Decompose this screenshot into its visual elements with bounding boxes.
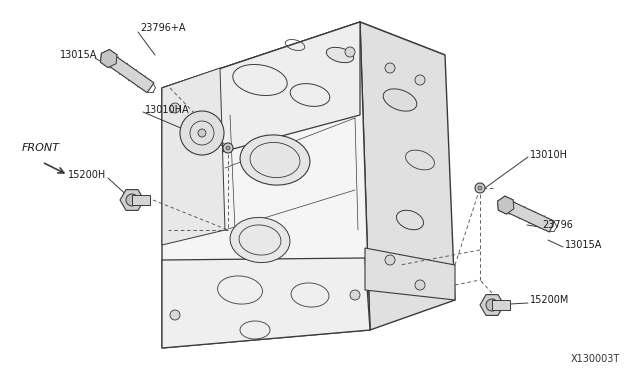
Text: 23796: 23796 — [542, 220, 573, 230]
Circle shape — [126, 194, 138, 206]
Circle shape — [170, 310, 180, 320]
Circle shape — [223, 143, 233, 153]
Text: 15200H: 15200H — [68, 170, 106, 180]
Polygon shape — [480, 295, 504, 315]
Polygon shape — [100, 49, 117, 67]
Circle shape — [385, 63, 395, 73]
Polygon shape — [365, 248, 455, 300]
Polygon shape — [102, 51, 154, 93]
Text: 13010HA: 13010HA — [145, 105, 189, 115]
Ellipse shape — [326, 47, 354, 62]
Polygon shape — [162, 22, 370, 348]
Text: FRONT: FRONT — [22, 143, 60, 153]
Circle shape — [385, 255, 395, 265]
Circle shape — [415, 280, 425, 290]
Circle shape — [478, 186, 482, 190]
Ellipse shape — [397, 210, 424, 230]
Circle shape — [345, 47, 355, 57]
Text: 13015A: 13015A — [565, 240, 602, 250]
Circle shape — [180, 111, 224, 155]
Polygon shape — [162, 258, 370, 348]
Polygon shape — [162, 22, 360, 168]
Text: 13015A: 13015A — [60, 50, 97, 60]
Ellipse shape — [383, 89, 417, 111]
Polygon shape — [162, 68, 225, 245]
Text: 13010H: 13010H — [530, 150, 568, 160]
Ellipse shape — [240, 135, 310, 185]
Text: 23796+A: 23796+A — [140, 23, 186, 33]
Circle shape — [170, 103, 180, 113]
Circle shape — [226, 146, 230, 150]
Polygon shape — [132, 195, 150, 205]
Text: X130003T: X130003T — [571, 354, 620, 364]
Polygon shape — [120, 190, 144, 211]
Circle shape — [350, 290, 360, 300]
Text: 15200M: 15200M — [530, 295, 570, 305]
Polygon shape — [360, 22, 455, 330]
Circle shape — [486, 299, 498, 311]
Circle shape — [475, 183, 485, 193]
Polygon shape — [162, 22, 445, 118]
Ellipse shape — [230, 217, 290, 263]
Circle shape — [415, 75, 425, 85]
Circle shape — [198, 129, 206, 137]
Polygon shape — [492, 300, 510, 310]
Polygon shape — [500, 198, 554, 232]
Polygon shape — [497, 196, 514, 214]
